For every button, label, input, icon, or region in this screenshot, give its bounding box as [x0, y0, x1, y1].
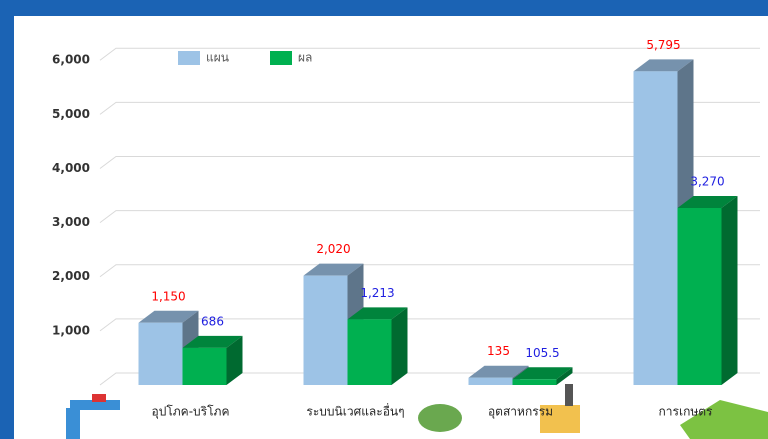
y-tick-label: 4,000 — [52, 161, 90, 175]
value-label: 686 — [201, 314, 224, 328]
bar — [513, 379, 557, 385]
value-label: 135 — [487, 344, 510, 358]
bar-side — [722, 196, 738, 385]
y-tick-label: 6,000 — [52, 53, 90, 67]
legend-swatch — [178, 51, 200, 65]
bar — [678, 208, 722, 385]
value-label: 5,795 — [646, 38, 680, 52]
legend-label: ผล — [298, 51, 312, 65]
bar — [348, 319, 392, 385]
x-tick-label: ระบบนิเวศและอื่นๆ — [306, 403, 404, 419]
value-label: 105.5 — [525, 346, 559, 360]
bar — [304, 276, 348, 385]
value-label: 1,150 — [151, 289, 185, 303]
y-tick-label: 3,000 — [52, 215, 90, 229]
y-tick-label: 1,000 — [52, 323, 90, 337]
x-tick-label: อุปโภค-บริโภค — [152, 405, 230, 420]
x-tick-label: การเกษตร — [659, 405, 714, 419]
ecosystem-icon — [418, 404, 462, 432]
bar — [183, 348, 227, 385]
value-label: 3,270 — [690, 175, 724, 189]
value-label: 1,213 — [360, 286, 394, 300]
y-tick-label: 5,000 — [52, 107, 90, 121]
legend-swatch — [270, 51, 292, 65]
x-tick-label: อุตสาหกรรม — [488, 405, 553, 420]
bar — [139, 323, 183, 385]
bar — [634, 71, 678, 385]
y-tick-label: 2,000 — [52, 269, 90, 283]
legend-label: แผน — [206, 51, 229, 65]
chart: 1,000 2,000 3,000 4,000 5,000 6,000 แผน ผลอุปโภ… — [0, 0, 768, 439]
value-label: 2,020 — [316, 242, 350, 256]
bar — [469, 378, 513, 385]
bar-side — [392, 307, 408, 385]
